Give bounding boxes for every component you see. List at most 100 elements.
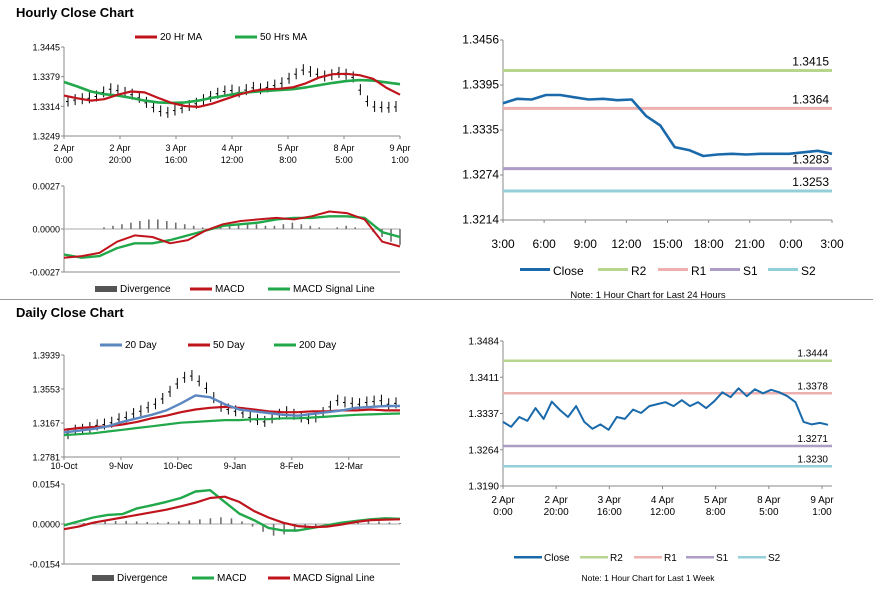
daily-levels-x-tick-label: 8:00 bbox=[706, 507, 726, 518]
daily-levels-x-tick-label: 3 Apr bbox=[598, 495, 622, 506]
hourly-price-x-tick-label: 3 Apr bbox=[165, 143, 186, 153]
hourly-levels-x-tick-label: 3:00 bbox=[491, 237, 515, 251]
hourly-levels-x-tick-label: 3:00 bbox=[820, 237, 844, 251]
hourly-price-y-tick-label: 1.3379 bbox=[32, 72, 60, 82]
daily-levels-x-tick-label: 4 Apr bbox=[651, 495, 675, 506]
daily-levels-legend-label: Close bbox=[544, 553, 570, 564]
hourly-price-x-tick-label: 1:00 bbox=[391, 155, 409, 165]
daily-levels-x-tick-label: 9 Apr bbox=[810, 495, 834, 506]
hourly-levels-s2-label: 1.3253 bbox=[792, 175, 829, 189]
daily-levels-x-tick-label: 5 Apr bbox=[704, 495, 728, 506]
section-divider bbox=[0, 299, 873, 300]
daily-price-ma50-line bbox=[63, 405, 400, 431]
hourly-levels-legend-label: S2 bbox=[801, 264, 816, 278]
hourly-levels-x-tick-label: 9:00 bbox=[574, 237, 598, 251]
daily-levels-x-tick-label: 1:00 bbox=[812, 507, 832, 518]
hourly-price-x-tick-label: 12:00 bbox=[221, 155, 244, 165]
daily-levels-x-tick-label: 5:00 bbox=[759, 507, 779, 518]
hourly-price-ma20-line bbox=[63, 72, 401, 109]
hourly-levels-legend-label: Close bbox=[553, 264, 584, 278]
daily-price-x-tick-label: 9-Jan bbox=[224, 461, 247, 471]
hourly-levels-legend-swatch bbox=[768, 268, 798, 271]
daily-macd-legend-label: MACD Signal Line bbox=[293, 573, 375, 584]
hourly-price-x-tick-label: 9 Apr bbox=[389, 143, 410, 153]
hourly-levels-legend-swatch bbox=[598, 268, 628, 271]
daily-levels-legend-label: S1 bbox=[716, 553, 729, 564]
daily-price-legend-swatch bbox=[274, 343, 296, 347]
hourly-levels-x-tick-label: 6:00 bbox=[532, 237, 556, 251]
daily-levels-close-line bbox=[502, 387, 829, 431]
daily-levels-x-tick-label: 16:00 bbox=[597, 507, 622, 518]
hourly-levels-y-tick-label: 1.3456 bbox=[462, 33, 499, 47]
hourly-price-x-tick-label: 0:00 bbox=[55, 155, 73, 165]
hourly-price-x-tick-label: 5 Apr bbox=[277, 143, 298, 153]
hourly-price-x-tick-label: 20:00 bbox=[109, 155, 132, 165]
daily-levels-legend-label: R1 bbox=[664, 553, 677, 564]
hourly-levels-y-tick-label: 1.3395 bbox=[462, 78, 499, 92]
hourly-price-x-tick-label: 5:00 bbox=[335, 155, 353, 165]
daily-levels-note: Note: 1 Hour Chart for Last 1 Week bbox=[581, 573, 715, 583]
hourly-levels-legend-swatch bbox=[658, 268, 688, 271]
hourly-levels-x-tick-label: 21:00 bbox=[735, 237, 765, 251]
hourly-levels-y-tick-label: 1.3274 bbox=[462, 168, 499, 182]
hourly-price-x-tick-label: 8:00 bbox=[279, 155, 297, 165]
hourly-levels-r1-label: 1.3364 bbox=[792, 92, 829, 106]
daily-macd-macd-line bbox=[63, 489, 401, 532]
daily-price-ma200-line bbox=[63, 412, 401, 437]
daily-levels-x-tick-label: 0:00 bbox=[493, 507, 513, 518]
hourly-levels-r2-label: 1.3415 bbox=[792, 54, 829, 68]
hourly-macd-y-tick-label: -0.0027 bbox=[29, 268, 60, 278]
hourly-price-y-tick-label: 1.3445 bbox=[32, 43, 60, 53]
hourly-levels-x-tick-label: 15:00 bbox=[652, 237, 682, 251]
daily-macd-y-tick-label: 0.0154 bbox=[32, 480, 60, 490]
daily-levels-x-tick-label: 12:00 bbox=[650, 507, 675, 518]
daily-macd-y-tick-label: 0.0000 bbox=[32, 520, 60, 530]
daily-price-y-tick-label: 1.2781 bbox=[32, 453, 60, 463]
daily-levels-legend-swatch bbox=[686, 556, 714, 559]
hourly-levels-legend-label: S1 bbox=[743, 264, 758, 278]
daily-levels-r1-label: 1.3378 bbox=[797, 381, 828, 392]
hourly-levels-y-tick-label: 1.3335 bbox=[462, 123, 499, 137]
daily-price-ma20-line bbox=[63, 394, 400, 434]
hourly-price-legend-swatch bbox=[135, 35, 157, 39]
daily-price-x-tick-label: 8-Feb bbox=[280, 461, 304, 471]
daily-levels-y-tick-label: 1.3264 bbox=[468, 445, 499, 456]
hourly-price-x-tick-label: 4 Apr bbox=[221, 143, 242, 153]
daily-price-legend-swatch bbox=[100, 343, 122, 347]
hourly-macd-legend-label: Divergence bbox=[120, 284, 171, 295]
daily-levels-y-tick-label: 1.3484 bbox=[468, 337, 499, 348]
daily-levels-y-tick-label: 1.3190 bbox=[468, 482, 499, 493]
daily-levels-legend-label: S2 bbox=[768, 553, 781, 564]
daily-levels-x-tick-label: 20:00 bbox=[544, 507, 569, 518]
daily-price-x-tick-label: 9-Nov bbox=[109, 461, 134, 471]
hourly-price-x-tick-label: 16:00 bbox=[165, 155, 188, 165]
daily-levels-legend-swatch bbox=[514, 556, 542, 559]
daily-price-legend-label: 20 Day bbox=[125, 340, 157, 351]
hourly-macd-legend-label: MACD bbox=[215, 284, 244, 295]
hourly-section-title: Hourly Close Chart bbox=[16, 5, 134, 20]
hourly-macd-macd-line bbox=[63, 210, 401, 259]
hourly-price-x-tick-label: 8 Apr bbox=[333, 143, 354, 153]
daily-price-legend-label: 200 Day bbox=[299, 340, 336, 351]
daily-macd-y-tick-label: -0.0154 bbox=[29, 560, 60, 570]
daily-price-x-tick-label: 12-Mar bbox=[334, 461, 363, 471]
hourly-levels-legend-label: R1 bbox=[691, 264, 707, 278]
hourly-levels-x-tick-label: 12:00 bbox=[611, 237, 641, 251]
daily-levels-legend-swatch bbox=[634, 556, 662, 559]
daily-price-legend-label: 50 Day bbox=[213, 340, 245, 351]
hourly-macd-legend-swatch bbox=[95, 286, 117, 292]
hourly-levels-legend-swatch bbox=[710, 268, 740, 271]
hourly-price-legend-label: 50 Hrs MA bbox=[260, 32, 308, 43]
hourly-levels-x-tick-label: 18:00 bbox=[694, 237, 724, 251]
hourly-levels-close-line bbox=[502, 93, 833, 158]
daily-macd-legend-swatch bbox=[192, 576, 214, 580]
hourly-macd-y-tick-label: 0.0000 bbox=[32, 225, 60, 235]
daily-macd-signal-line bbox=[63, 495, 401, 531]
hourly-levels-legend-swatch bbox=[520, 268, 550, 271]
hourly-price-ma50-line bbox=[63, 78, 401, 105]
daily-macd-legend-swatch bbox=[268, 576, 290, 580]
hourly-macd-y-tick-label: 0.0027 bbox=[32, 182, 60, 192]
hourly-price-y-tick-label: 1.3249 bbox=[32, 132, 60, 142]
daily-price-x-tick-label: 10-Dec bbox=[163, 461, 193, 471]
